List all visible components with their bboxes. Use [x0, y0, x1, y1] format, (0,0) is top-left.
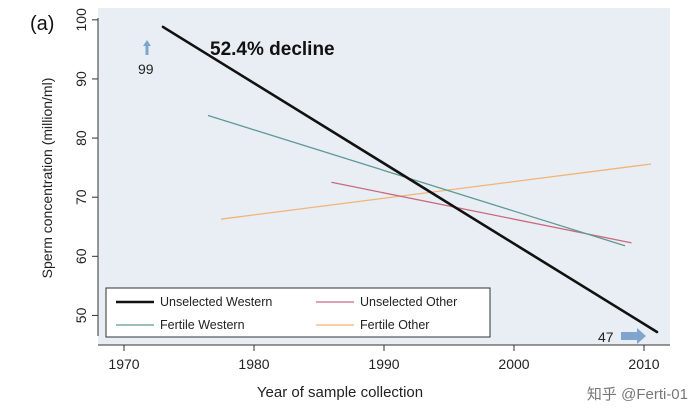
x-ticks: 1970 1980 1990 2000 2010 — [108, 345, 660, 372]
y-tick-label: 80 — [73, 130, 89, 146]
legend-label-unselected-other: Unselected Other — [360, 295, 457, 309]
y-tick-label: 50 — [73, 307, 89, 323]
end-marker-label: 47 — [598, 329, 614, 345]
x-tick-label: 1990 — [368, 356, 399, 372]
y-axis-label: Sperm concentration (million/ml) — [39, 78, 55, 279]
y-tick-label: 100 — [73, 8, 89, 32]
series-line-unselected-western — [161, 25, 659, 334]
legend-label-fertile-western: Fertile Western — [160, 318, 245, 332]
series-line-fertile-other — [220, 163, 652, 220]
y-tick-label: 60 — [73, 248, 89, 264]
legend-label-unselected-western: Unselected Western — [160, 295, 272, 309]
start-arrow-icon — [143, 40, 151, 55]
legend-box — [105, 287, 491, 338]
x-tick-label: 2010 — [628, 356, 659, 372]
legend-label-fertile-other: Fertile Other — [360, 318, 429, 332]
series-layer — [161, 25, 659, 334]
series-line-fertile-western — [207, 114, 626, 247]
legend-items: Unselected Western Unselected Other Fertil… — [116, 295, 457, 332]
end-arrow-icon — [621, 328, 646, 344]
x-tick-label: 1970 — [108, 356, 139, 372]
panel-label: (a) — [30, 13, 54, 35]
y-tick-label: 90 — [73, 71, 89, 87]
y-ticks: 50 60 70 80 90 100 — [73, 8, 98, 323]
start-marker-label: 99 — [138, 61, 154, 77]
x-tick-label: 1980 — [238, 356, 269, 372]
x-axis-label: Year of sample collection — [257, 384, 423, 401]
watermark: 知乎 @Ferti-01 — [587, 386, 688, 403]
x-tick-label: 2000 — [498, 356, 529, 372]
y-tick-label: 70 — [73, 189, 89, 205]
decline-annotation: 52.4% decline — [210, 39, 335, 60]
legend: Unselected Western Unselected Other Fertil… — [105, 287, 491, 338]
